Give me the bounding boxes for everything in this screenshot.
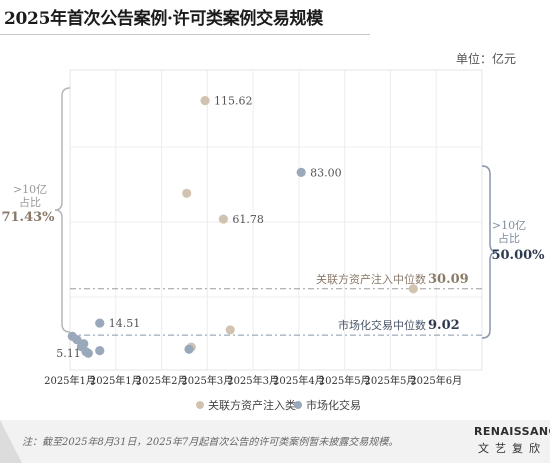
unit-label: 单位：亿元 bbox=[455, 52, 516, 66]
data-label: 5.11 bbox=[56, 347, 81, 360]
x-tick-label: 2025年6月 bbox=[410, 374, 462, 387]
data-point bbox=[72, 335, 82, 345]
data-point bbox=[79, 339, 89, 349]
annotation-share-value: 71.43% bbox=[1, 210, 55, 225]
data-label: 115.62 bbox=[214, 95, 253, 108]
brand-chinese-name: 文艺复欣 bbox=[478, 442, 546, 455]
data-label: 14.51 bbox=[109, 317, 141, 330]
x-tick-label: 2025年4月 bbox=[273, 374, 325, 387]
x-tick-label: 2025年2月 bbox=[136, 374, 188, 387]
data-point bbox=[218, 214, 228, 224]
data-point bbox=[95, 318, 105, 328]
legend-marker bbox=[196, 401, 204, 409]
annotation-share-label: 占比 bbox=[19, 195, 41, 209]
median-value: 9.02 bbox=[428, 318, 460, 333]
data-label: 61.78 bbox=[232, 213, 264, 226]
x-tick-label: 2025年1月 bbox=[44, 374, 96, 387]
title-divider bbox=[0, 34, 370, 35]
right-bracket bbox=[481, 165, 498, 339]
x-tick-label: 2025年3月 bbox=[181, 374, 233, 387]
x-tick-label: 2025年5月 bbox=[319, 374, 371, 387]
left-bracket bbox=[54, 87, 71, 333]
legend-label: 市场化交易 bbox=[306, 398, 361, 412]
data-point bbox=[296, 167, 306, 177]
footer-bar bbox=[0, 420, 550, 463]
annotation-threshold: >10亿 bbox=[13, 183, 47, 196]
median-label: 市场化交易中位数 bbox=[338, 318, 426, 332]
plot-frame bbox=[69, 69, 483, 371]
median-value: 30.09 bbox=[428, 272, 469, 287]
legend-label: 关联方资产注入类 bbox=[208, 398, 296, 412]
scatter-chart: 关联方资产注入中位数 30.09 市场化交易中位数 9.02 2025年1月2025年1… bbox=[1, 69, 545, 412]
data-point bbox=[83, 348, 93, 358]
annotation-share-label: 占比 bbox=[498, 231, 520, 245]
median-label: 关联方资产注入中位数 bbox=[316, 272, 426, 286]
brand-logo-text: RENAISSANCE bbox=[474, 425, 550, 438]
x-tick-label: 2025年5月 bbox=[365, 374, 417, 387]
data-label: 83.00 bbox=[310, 166, 342, 179]
annotation-share-value: 50.00% bbox=[491, 248, 545, 263]
x-tick-label: 2025年1月 bbox=[90, 374, 142, 387]
data-point bbox=[200, 96, 210, 106]
data-point bbox=[182, 188, 192, 198]
legend-marker bbox=[294, 401, 302, 409]
data-point bbox=[225, 325, 235, 335]
annotation-threshold: >10亿 bbox=[492, 219, 526, 232]
data-point bbox=[95, 346, 105, 356]
x-tick-label: 2025年3月 bbox=[227, 374, 279, 387]
data-point bbox=[408, 284, 418, 294]
data-point bbox=[184, 344, 194, 354]
chart-title: 2025年首次公告案例·许可类案例交易规模 bbox=[4, 9, 323, 29]
footnote: 注：截至2025年8月31日，2025年7月起首次公告的许可类案例暂未披露交易规… bbox=[22, 437, 399, 448]
